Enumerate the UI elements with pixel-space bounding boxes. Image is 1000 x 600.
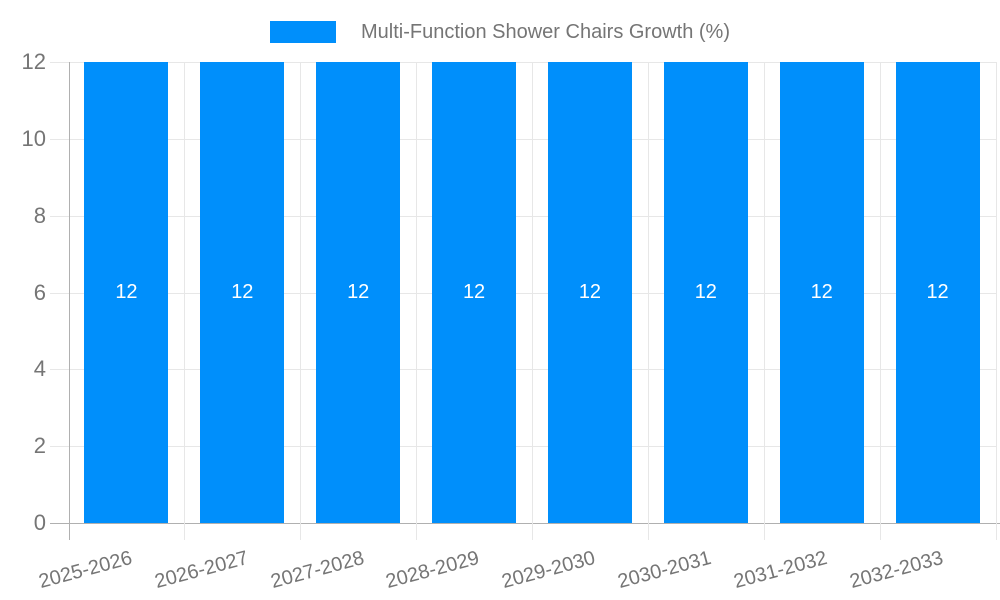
bar[interactable]: 12 bbox=[200, 62, 285, 523]
bar[interactable]: 12 bbox=[779, 62, 864, 523]
legend-color-swatch bbox=[270, 21, 336, 43]
x-axis-category-label: 2031-2032 bbox=[731, 546, 830, 593]
v-gridline bbox=[763, 62, 765, 540]
bar[interactable]: 12 bbox=[895, 62, 980, 523]
bar[interactable]: 12 bbox=[316, 62, 401, 523]
bar-value-label: 12 bbox=[926, 281, 949, 303]
x-axis-category-label: 2025-2026 bbox=[36, 546, 135, 593]
bar[interactable]: 12 bbox=[432, 62, 517, 523]
x-axis-line bbox=[50, 523, 1000, 524]
y-axis-line bbox=[68, 62, 70, 540]
bar-value-label: 12 bbox=[231, 281, 254, 303]
x-axis-category-label: 2029-2030 bbox=[499, 546, 598, 593]
v-gridline bbox=[995, 62, 997, 540]
y-axis-tick-label: 12 bbox=[21, 49, 46, 74]
h-gridline bbox=[50, 292, 996, 294]
y-axis-tick-label: 10 bbox=[21, 125, 46, 151]
bar[interactable]: 12 bbox=[84, 62, 169, 523]
v-gridline bbox=[879, 62, 881, 540]
bar-value-label: 12 bbox=[115, 281, 138, 303]
v-gridline bbox=[647, 62, 649, 540]
h-gridline bbox=[50, 138, 996, 140]
x-axis-category-label: 2030-2031 bbox=[615, 546, 714, 593]
v-gridline bbox=[184, 62, 186, 540]
y-axis-tick-label: 6 bbox=[33, 279, 46, 305]
bar[interactable]: 12 bbox=[663, 62, 748, 523]
x-axis-category-label: 2028-2029 bbox=[383, 546, 483, 593]
legend-label: Multi-Function Shower Chairs Growth (%) bbox=[361, 21, 730, 43]
legend-item[interactable]: Multi-Function Shower Chairs Growth (%) bbox=[270, 21, 730, 43]
bar-value-label: 12 bbox=[694, 281, 717, 303]
h-gridline bbox=[50, 369, 996, 371]
y-axis-tick-label: 2 bbox=[33, 433, 46, 459]
bar-value-label: 12 bbox=[578, 281, 602, 303]
y-axis-tick-label: 0 bbox=[33, 510, 46, 535]
x-axis-category-label: 2032-2033 bbox=[847, 546, 946, 593]
legend: Multi-Function Shower Chairs Growth (%) bbox=[0, 21, 1000, 43]
v-gridline bbox=[416, 62, 418, 540]
bar-value-label: 12 bbox=[347, 281, 370, 303]
x-axis-category-label: 2026-2027 bbox=[152, 546, 251, 593]
v-gridline bbox=[300, 62, 302, 540]
x-axis-category-label: 2027-2028 bbox=[268, 546, 367, 593]
bar[interactable]: 12 bbox=[547, 62, 632, 523]
y-axis-tick-label: 4 bbox=[33, 356, 46, 382]
bar-value-label: 12 bbox=[462, 281, 486, 303]
h-gridline bbox=[50, 446, 996, 448]
v-gridline bbox=[532, 62, 533, 540]
bar-value-label: 12 bbox=[810, 281, 833, 303]
h-gridline bbox=[50, 215, 996, 217]
h-gridline bbox=[50, 62, 996, 63]
y-axis-tick-label: 8 bbox=[33, 202, 46, 228]
